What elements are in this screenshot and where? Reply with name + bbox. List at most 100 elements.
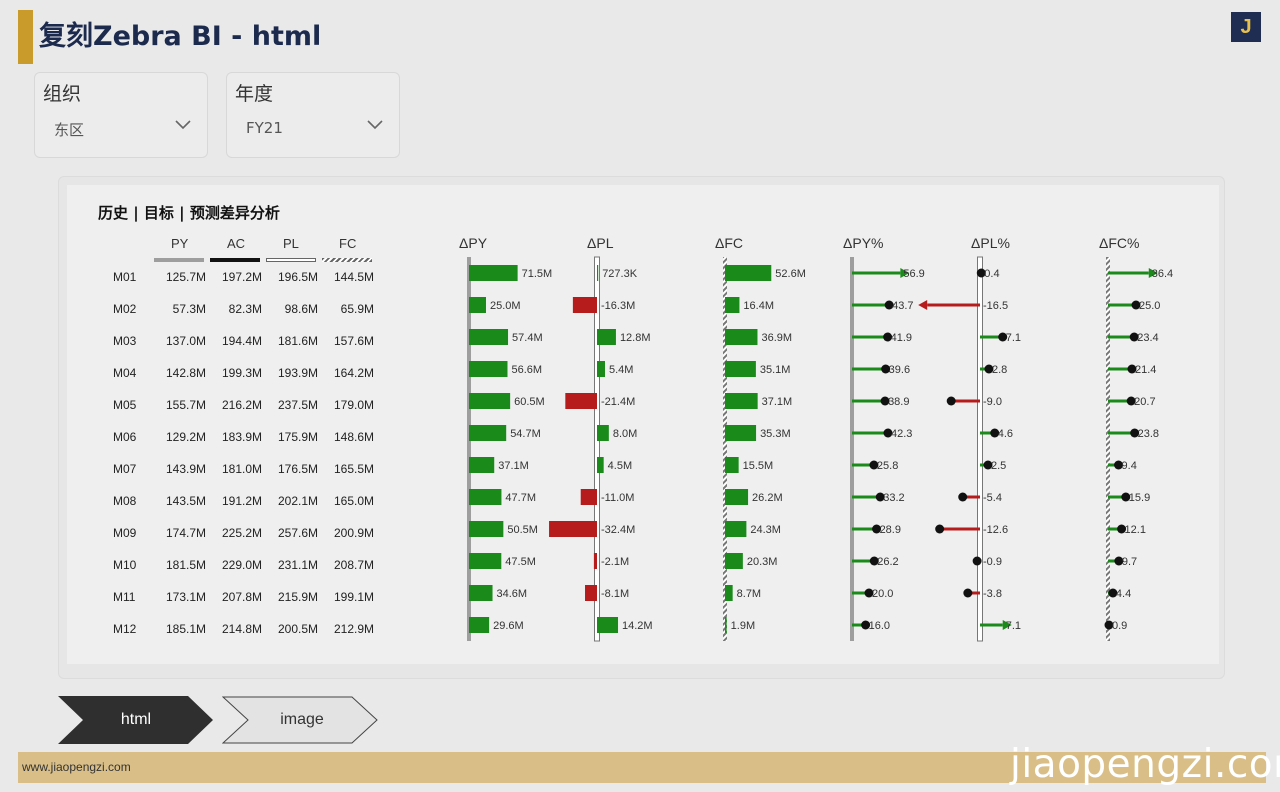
- table-cell-ac: 216.2M: [221, 398, 262, 412]
- bar: [469, 361, 508, 377]
- bar: [725, 297, 740, 313]
- data-label: 20.3M: [747, 556, 778, 568]
- data-label: 60.5M: [514, 396, 545, 408]
- data-label: 9.4: [1122, 460, 1137, 472]
- table-cell-py: 173.1M: [165, 590, 206, 604]
- chart-header-dfc: ΔFC: [715, 235, 744, 251]
- pin-dot: [976, 268, 986, 278]
- chevron-down-icon[interactable]: [175, 119, 191, 131]
- nav-button-html[interactable]: html: [58, 696, 218, 744]
- bar: [585, 585, 597, 601]
- data-label: 4.4: [1116, 588, 1131, 600]
- ac-legend-marker: [210, 258, 260, 262]
- data-label: -5.4: [983, 492, 1002, 504]
- table-cell-py: 142.8M: [165, 366, 206, 380]
- table-cell-fc: 208.7M: [333, 558, 374, 572]
- report-title: 历史 | 目标 | 预测差异分析: [98, 204, 280, 222]
- data-label: 24.3M: [750, 524, 781, 536]
- nav-label: image: [280, 711, 324, 728]
- pin-dot: [990, 428, 1000, 438]
- data-label: 37.1M: [498, 460, 529, 472]
- bar: [725, 521, 747, 537]
- filter-value[interactable]: 东区: [54, 121, 85, 139]
- data-label: 56.9: [903, 268, 924, 280]
- bar: [469, 393, 511, 409]
- bar: [469, 425, 507, 441]
- data-label: 43.7: [892, 300, 913, 312]
- bar: [725, 489, 749, 505]
- data-label: 727.3K: [602, 268, 638, 280]
- chevron-down-icon[interactable]: [367, 119, 383, 131]
- data-label: 2.5: [991, 460, 1006, 472]
- table-cell-py: 137.0M: [165, 334, 206, 348]
- chart-axis: [1106, 257, 1110, 641]
- bar: [469, 617, 490, 633]
- row-label: M08: [113, 494, 137, 508]
- row-label: M09: [113, 526, 137, 540]
- pin-dot: [946, 396, 956, 406]
- data-label: 47.5M: [505, 556, 536, 568]
- row-label: M07: [113, 462, 137, 476]
- chart-header-dfc-pct: ΔFC%: [1099, 235, 1140, 251]
- col-header-pl: PL: [283, 236, 299, 251]
- bar: [725, 361, 756, 377]
- nav-button-image[interactable]: image: [221, 696, 382, 744]
- table-cell-ac: 183.9M: [221, 430, 262, 444]
- chart-header-dpl: ΔPL: [587, 235, 614, 251]
- data-label: 57.4M: [512, 332, 543, 344]
- bar: [469, 265, 518, 281]
- row-label: M03: [113, 334, 137, 348]
- table-cell-fc: 144.5M: [333, 270, 374, 284]
- data-label: 33.2: [883, 492, 904, 504]
- table-cell-ac: 194.4M: [221, 334, 262, 348]
- data-label: 35.3M: [760, 428, 791, 440]
- filter-year[interactable]: 年度 FY21: [226, 72, 400, 158]
- data-label: 25.8: [877, 460, 898, 472]
- data-label: 1.9M: [731, 620, 755, 632]
- data-label: 34.6M: [497, 588, 528, 600]
- table-cell-py: 155.7M: [165, 398, 206, 412]
- data-label: 0.4: [984, 268, 999, 280]
- row-label: M06: [113, 430, 137, 444]
- data-label: 25.0M: [490, 300, 521, 312]
- data-label: 14.2M: [622, 620, 653, 632]
- pin-dot: [1121, 492, 1131, 502]
- data-label: -21.4M: [601, 396, 635, 408]
- data-label: 15.5M: [743, 460, 774, 472]
- table-cell-pl: 257.6M: [277, 526, 318, 540]
- table-cell-ac: 199.3M: [221, 366, 262, 380]
- data-label: 29.6M: [493, 620, 524, 632]
- bar: [597, 457, 604, 473]
- data-label: -11.0M: [601, 492, 634, 504]
- bar: [725, 393, 758, 409]
- data-label: 41.9: [891, 332, 912, 344]
- nav-chevron-shape: [221, 696, 378, 744]
- data-label: -3.8: [983, 588, 1002, 600]
- bar: [725, 265, 772, 281]
- filter-organization[interactable]: 组织 东区: [34, 72, 208, 158]
- table-cell-ac: 225.2M: [221, 526, 262, 540]
- data-label: 9.7: [1122, 556, 1137, 568]
- table-cell-fc: 65.9M: [340, 302, 374, 316]
- bar: [725, 617, 727, 633]
- data-label: 23.8: [1138, 428, 1159, 440]
- filter-value[interactable]: FY21: [246, 119, 283, 137]
- data-label: 7.1: [1006, 332, 1021, 344]
- bar: [549, 521, 597, 537]
- bar: [565, 393, 597, 409]
- data-label: 16.4M: [743, 300, 774, 312]
- table-cell-pl: 181.6M: [277, 334, 318, 348]
- pin-dot: [984, 364, 994, 374]
- data-label: 8.0M: [613, 428, 637, 440]
- table-cell-py: 57.3M: [172, 302, 206, 316]
- table-cell-pl: 200.5M: [277, 622, 318, 636]
- filter-label: 年度: [235, 83, 274, 105]
- footer-url[interactable]: www.jiaopengzi.com: [22, 760, 131, 774]
- data-label: -8.1M: [601, 588, 629, 600]
- pin-dot: [881, 364, 891, 374]
- table-cell-pl: 175.9M: [277, 430, 318, 444]
- data-label: 23.4: [1137, 332, 1158, 344]
- pin-dot: [883, 428, 893, 438]
- table-cell-pl: 196.5M: [277, 270, 318, 284]
- data-label: 54.7M: [510, 428, 541, 440]
